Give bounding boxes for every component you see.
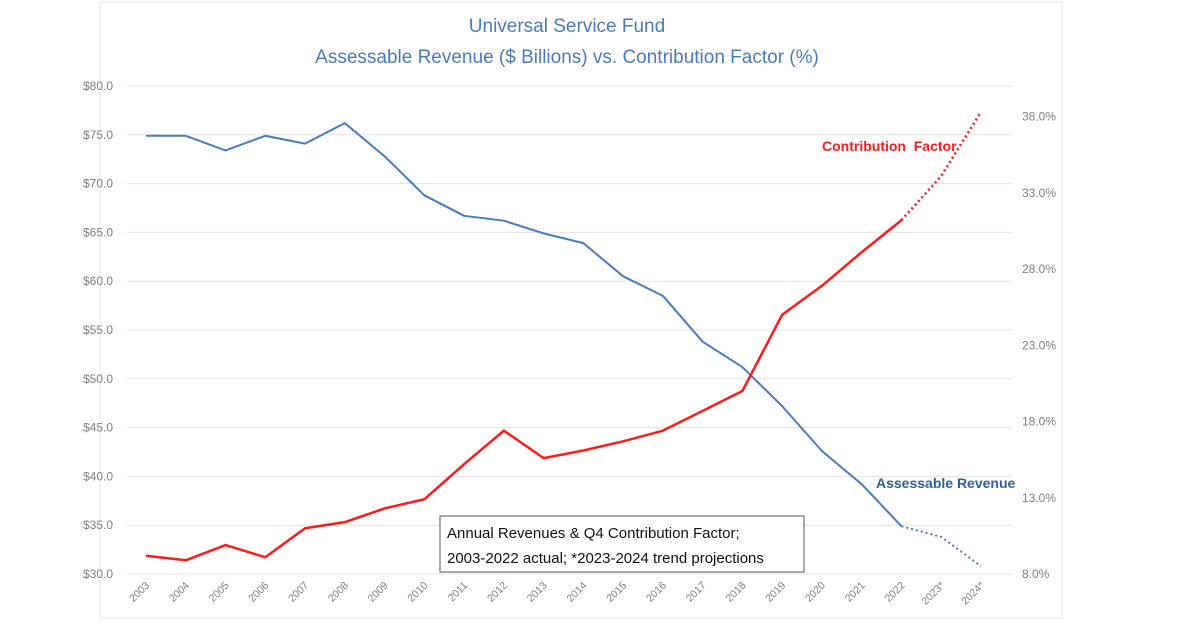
y-left-tick-label: $60.0 xyxy=(83,274,113,288)
series-label-assessable-revenue: Assessable Revenue xyxy=(876,475,1016,491)
y-right-tick-label: 18.0% xyxy=(1022,415,1056,429)
y-left-tick-label: $40.0 xyxy=(83,469,113,483)
annotation-line-2: 2003-2022 actual; *2023-2024 trend proje… xyxy=(447,550,764,567)
y-right-tick-label: 23.0% xyxy=(1022,338,1056,352)
y-right-tick-label: 38.0% xyxy=(1022,110,1056,124)
y-left-tick-label: $35.0 xyxy=(83,518,113,532)
y-left-tick-label: $70.0 xyxy=(83,177,113,191)
y-left-tick-label: $65.0 xyxy=(83,225,113,239)
chart-frame xyxy=(99,1,1063,619)
y-left-tick-label: $50.0 xyxy=(83,372,113,386)
chart-subtitle: Assessable Revenue ($ Billions) vs. Cont… xyxy=(315,47,819,68)
series-line-assessable-revenue xyxy=(146,122,903,527)
y-left-tick-label: $75.0 xyxy=(83,128,113,142)
annotation-box: Annual Revenues & Q4 Contribution Factor… xyxy=(439,515,805,573)
y-left-tick-label: $30.0 xyxy=(83,567,113,581)
y-right-tick-label: 8.0% xyxy=(1022,567,1050,581)
y-right-tick-label: 13.0% xyxy=(1022,491,1056,505)
y-left-tick-label: $55.0 xyxy=(83,323,113,337)
chart-title: Universal Service Fund xyxy=(469,16,665,37)
y-left-tick-label: $80.0 xyxy=(83,79,113,93)
y-right-tick-label: 28.0% xyxy=(1022,262,1056,276)
series-label-contribution-factor: Contribution Factor xyxy=(822,138,957,154)
y-right-tick-label: 33.0% xyxy=(1022,186,1056,200)
annotation-line-1: Annual Revenues & Q4 Contribution Factor… xyxy=(447,525,740,542)
series-line-contribution-factor xyxy=(145,219,903,562)
y-left-tick-label: $45.0 xyxy=(83,421,113,435)
